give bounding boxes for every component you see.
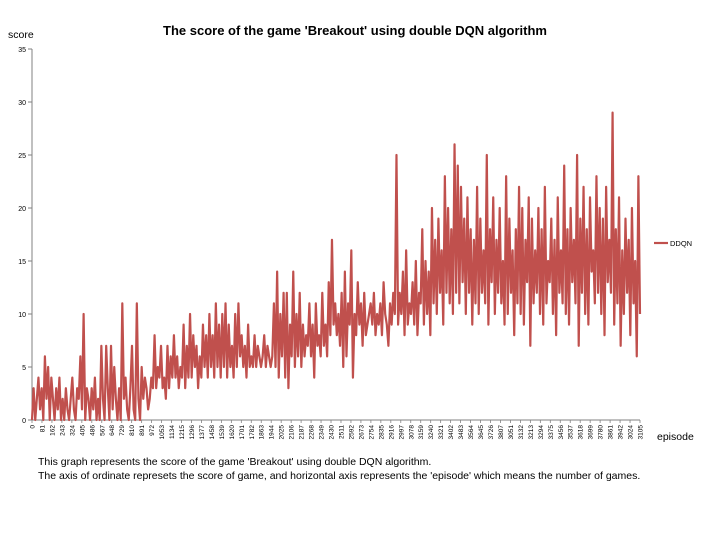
x-tick-label: 1944 xyxy=(269,425,276,440)
x-tick-label: 3456 xyxy=(558,425,565,440)
y-tick-label: 35 xyxy=(18,47,26,54)
x-tick-label: 324 xyxy=(69,425,76,436)
x-tick-label: 3024 xyxy=(628,425,635,440)
x-tick-label: 1539 xyxy=(219,425,226,440)
x-tick-label: 1701 xyxy=(239,425,246,440)
y-tick-label: 0 xyxy=(22,418,26,425)
x-tick-label: 3537 xyxy=(568,425,575,440)
series-group xyxy=(30,111,642,422)
x-tick-label: 2511 xyxy=(338,425,345,439)
x-tick-label: 3645 xyxy=(478,425,485,440)
x-tick-label: 3726 xyxy=(488,425,495,440)
series-line-ddqn xyxy=(30,111,642,422)
x-tick-label: 1863 xyxy=(259,425,266,440)
x-tick-label: 2754 xyxy=(368,425,375,440)
y-tick-label: 20 xyxy=(18,206,26,213)
x-tick-label: 2106 xyxy=(289,425,296,440)
x-tick-label: 567 xyxy=(99,425,106,436)
y-tick-label: 25 xyxy=(18,153,26,160)
x-tick-label: 3213 xyxy=(528,425,535,440)
x-tick-label: 3699 xyxy=(588,425,595,440)
x-tick-label: 3294 xyxy=(538,425,545,440)
x-tick-label: 3051 xyxy=(508,425,515,440)
y-ticks: 0 5 10 15 20 25 30 35 xyxy=(18,47,32,425)
x-tick-label: 3861 xyxy=(608,425,615,440)
x-tick-label: 405 xyxy=(79,425,86,436)
axes xyxy=(31,49,640,421)
x-tick-label: 2349 xyxy=(319,425,326,440)
x-tick-label: 1053 xyxy=(159,425,166,440)
x-tick-label: 648 xyxy=(109,425,116,436)
x-tick-label: 3321 xyxy=(438,425,445,440)
x-tick-label: 3483 xyxy=(458,425,465,440)
x-tick-label: 2835 xyxy=(378,425,385,440)
y-axis-label: score xyxy=(8,29,34,41)
legend: DDQN xyxy=(654,239,692,248)
caption-line-1: This graph represents the score of the g… xyxy=(38,456,432,468)
x-tick-label: 3780 xyxy=(598,425,605,440)
x-tick-label: 972 xyxy=(149,425,156,436)
x-tick-label: 1782 xyxy=(249,425,256,440)
x-tick-label: 0 xyxy=(30,425,37,429)
x-tick-label: 1134 xyxy=(169,425,176,439)
y-tick-label: 15 xyxy=(18,259,26,266)
x-tick-label: 3078 xyxy=(408,425,415,440)
x-tick-label: 891 xyxy=(139,425,146,436)
x-tick-label: 1296 xyxy=(189,425,196,440)
y-tick-label: 10 xyxy=(18,312,26,319)
x-tick-label: 1215 xyxy=(179,425,186,440)
x-tick-label: 3807 xyxy=(498,425,505,440)
chart-title: The score of the game 'Breakout' using d… xyxy=(163,23,547,38)
legend-label: DDQN xyxy=(670,239,692,248)
y-tick-label: 5 xyxy=(22,365,26,372)
x-tick-label: 3105 xyxy=(638,425,645,440)
x-tick-label: 162 xyxy=(49,425,56,436)
x-tick-label: 2430 xyxy=(329,425,336,440)
x-tick-label: 810 xyxy=(129,425,136,436)
x-tick-label: 2025 xyxy=(279,425,286,440)
x-tick-label: 2187 xyxy=(299,425,306,440)
x-tick-label: 3240 xyxy=(428,425,435,440)
x-tick-label: 2997 xyxy=(398,425,405,440)
x-axis-label: episode xyxy=(657,431,694,443)
y-tick-label: 30 xyxy=(18,100,26,107)
x-tick-label: 3375 xyxy=(548,425,555,440)
x-tick-label: 243 xyxy=(59,425,66,436)
x-tick-label: 3402 xyxy=(448,425,455,440)
x-tick-label: 1377 xyxy=(199,425,206,440)
x-tick-label: 81 xyxy=(39,425,46,433)
chart: The score of the game 'Breakout' using d… xyxy=(8,23,694,443)
x-tick-label: 3159 xyxy=(418,425,425,440)
x-tick-label: 2592 xyxy=(348,425,355,440)
caption-line-2: The axis of ordinate represets the score… xyxy=(38,470,641,482)
x-tick-label: 486 xyxy=(89,425,96,436)
x-tick-label: 3564 xyxy=(468,425,475,440)
x-ticks: 0 81 162 243 324 405 486 567 648 729 810 891 972 1053… xyxy=(30,420,645,439)
x-tick-label: 3132 xyxy=(518,425,525,440)
x-tick-label: 2673 xyxy=(358,425,365,440)
x-tick-label: 1458 xyxy=(209,425,216,440)
x-tick-label: 3942 xyxy=(618,425,625,440)
x-tick-label: 729 xyxy=(119,425,126,436)
x-tick-label: 2268 xyxy=(309,425,316,440)
x-tick-label: 1620 xyxy=(229,425,236,440)
x-tick-label: 2916 xyxy=(388,425,395,440)
x-tick-label: 3618 xyxy=(578,425,585,440)
